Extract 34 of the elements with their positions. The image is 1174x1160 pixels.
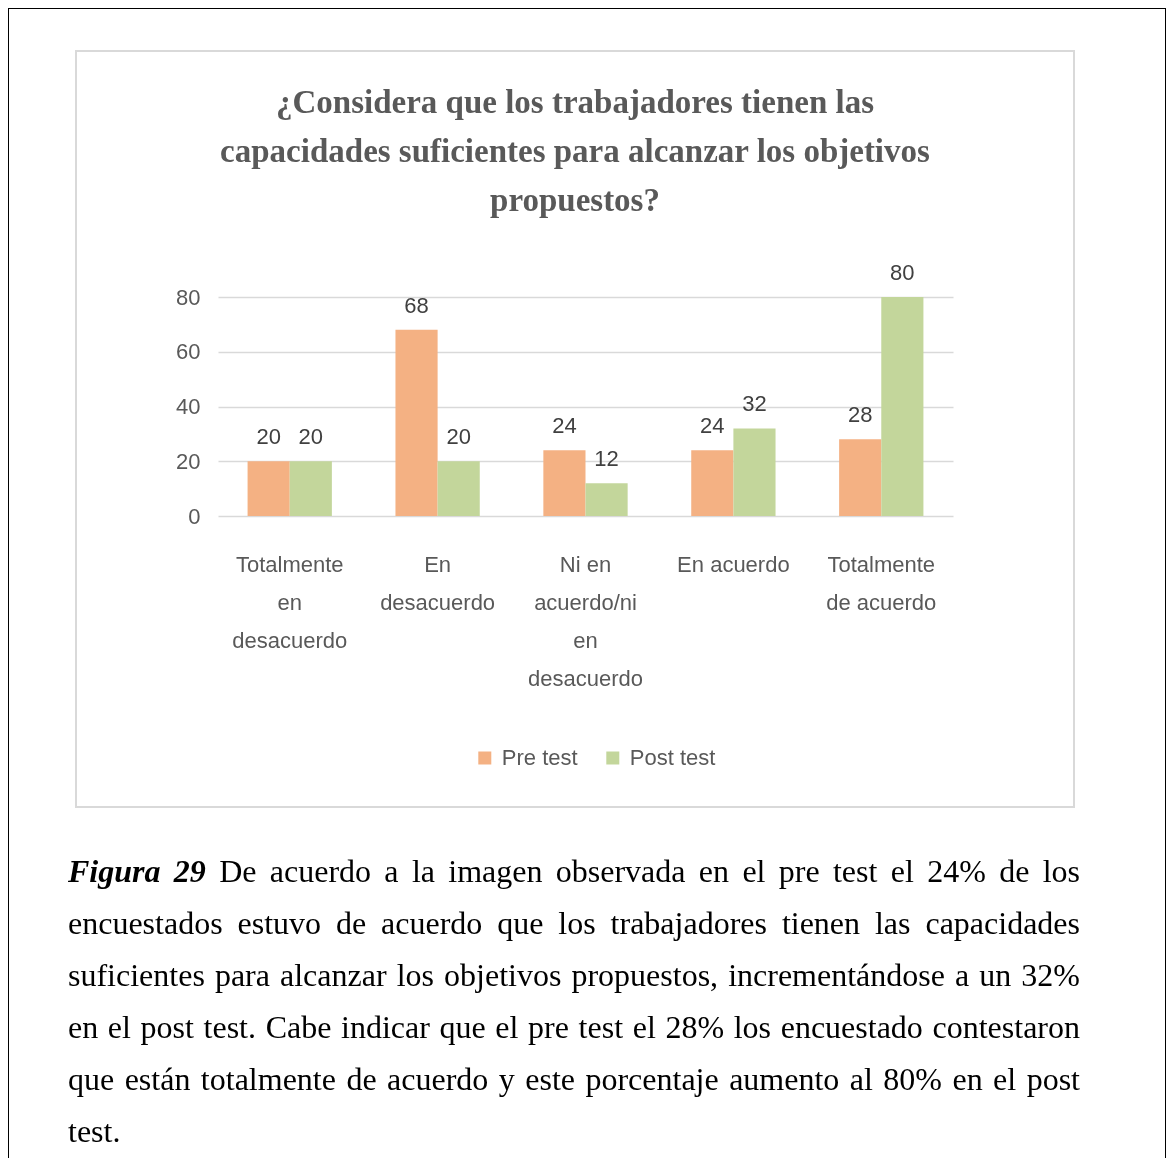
bar xyxy=(437,461,480,516)
bar xyxy=(247,461,290,516)
chart-title: ¿Considera que los trabajadores tienen las capacidades suficientes para alcanzar los objetivos propuestos? xyxy=(219,83,931,220)
data-label: 80 xyxy=(890,260,915,285)
data-label: 12 xyxy=(594,446,619,472)
y-tick-label: 40 xyxy=(176,394,201,419)
x-tick-label: Totalmente de acuerdo xyxy=(826,551,937,615)
bar xyxy=(839,439,882,516)
y-tick-label: 20 xyxy=(176,448,201,474)
x-tick-label: Ni en acuerdo/ni en desacuerdo xyxy=(528,551,643,691)
bar xyxy=(881,297,924,516)
data-label: 20 xyxy=(446,424,471,450)
bar xyxy=(395,329,438,516)
legend-label: Post test xyxy=(629,745,716,770)
y-tick-label: 0 xyxy=(188,503,201,529)
x-tick-label: En acuerdo xyxy=(677,551,790,577)
text: Figura 29 xyxy=(68,853,206,889)
data-label: 20 xyxy=(298,424,324,450)
y-tick-label: 60 xyxy=(176,339,201,365)
data-label: 24 xyxy=(700,413,725,439)
data-label: 68 xyxy=(404,292,429,318)
bar xyxy=(585,483,628,516)
bar xyxy=(543,450,586,516)
bar xyxy=(733,428,776,516)
data-label: 24 xyxy=(552,413,577,439)
y-tick-label: 80 xyxy=(176,284,201,310)
bar xyxy=(289,461,332,516)
bar xyxy=(691,450,734,516)
data-label: 32 xyxy=(742,391,767,417)
x-tick-label: Totalmente en desacuerdo xyxy=(232,551,348,653)
data-label: 20 xyxy=(256,424,281,450)
x-tick-label: En desacuerdo xyxy=(380,551,496,615)
data-label: 28 xyxy=(847,402,873,428)
legend-label: Pre test xyxy=(501,745,578,770)
